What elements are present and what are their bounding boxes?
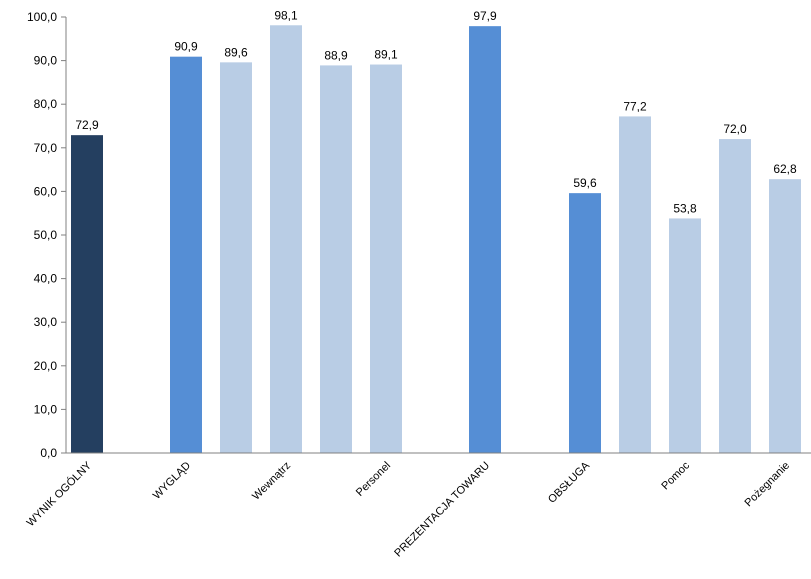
category-label: WYNIK OGÓLNY [24, 458, 95, 529]
category-label: PREZENTACJA TOWARU [392, 460, 492, 560]
bar [370, 64, 402, 454]
data-label: 88,9 [324, 48, 348, 62]
bar [320, 65, 352, 454]
data-label: 72,0 [723, 122, 747, 136]
y-tick-label: 60,0 [34, 184, 58, 198]
y-tick-label: 70,0 [34, 141, 58, 155]
bar [469, 26, 501, 453]
bar [719, 139, 751, 453]
y-tick-label: 10,0 [34, 402, 58, 416]
category-label: Pomoc [659, 459, 692, 492]
y-tick-label: 20,0 [34, 359, 58, 373]
data-label: 72,9 [75, 118, 99, 132]
category-label: OBSŁUGA [546, 459, 593, 506]
data-label: 59,6 [573, 176, 597, 190]
data-label: 89,1 [374, 48, 398, 62]
data-labels: 72,9 90,9 89,6 98,1 88,9 89,1 97,9 59,6 77,2 53,8… [75, 8, 797, 215]
bar [170, 56, 202, 454]
bar [270, 25, 302, 454]
category-label: Pożegnanie [743, 460, 793, 510]
data-label: 90,9 [174, 40, 198, 54]
category-label: Wewnątrz [250, 460, 293, 503]
data-label: 89,6 [224, 45, 248, 59]
y-axis-ticks: 0,0 10,0 20,0 30,0 40,0 50,0 60,0 70,0 80,0 90,0 1… [27, 10, 66, 460]
data-label: 77,2 [623, 99, 647, 113]
data-label: 62,8 [773, 162, 797, 176]
bar [769, 179, 801, 453]
bar [669, 218, 701, 453]
category-label: WYGLĄD [151, 460, 193, 502]
y-tick-label: 40,0 [34, 272, 58, 286]
bar [71, 135, 103, 453]
data-label: 53,8 [673, 201, 697, 215]
bar [619, 116, 651, 454]
bars [71, 25, 801, 454]
bar [569, 193, 601, 454]
category-label: Personel [354, 460, 393, 499]
y-tick-label: 90,0 [34, 54, 58, 68]
bar [220, 62, 252, 454]
y-tick-label: 30,0 [34, 315, 58, 329]
data-label: 97,9 [473, 9, 497, 23]
y-tick-label: 80,0 [34, 97, 58, 111]
y-tick-label: 50,0 [34, 228, 58, 242]
data-label: 98,1 [274, 8, 298, 22]
category-labels: WYNIK OGÓLNY WYGLĄD Wewnątrz Personel PREZEN… [24, 458, 792, 559]
y-tick-label: 100,0 [27, 10, 57, 24]
y-tick-label: 0,0 [40, 446, 57, 460]
